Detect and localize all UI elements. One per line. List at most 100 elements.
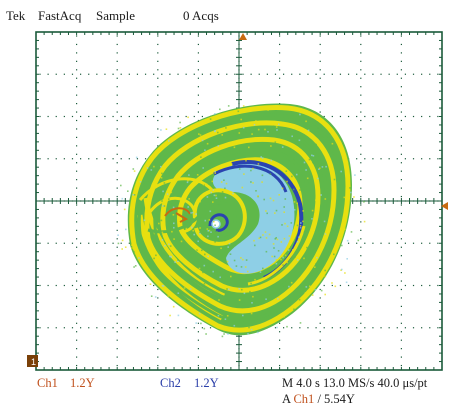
trace-speckle (242, 105, 245, 107)
grid-dot (116, 179, 118, 181)
grid-dot (400, 288, 402, 291)
trace-speckle (286, 180, 288, 183)
grid-dot (360, 212, 362, 215)
grid-dot (319, 322, 321, 324)
trace-speckle (296, 224, 299, 227)
grid-dot (76, 52, 78, 54)
grid-dot (266, 73, 268, 75)
grid-dot (76, 305, 78, 307)
grid-dot (88, 115, 90, 118)
grid-dot (380, 242, 382, 244)
grid-dot (116, 305, 118, 307)
grid-dot (279, 43, 281, 46)
grid-dot (347, 242, 350, 244)
trace-speckle (250, 169, 252, 172)
trace-speckle (172, 214, 175, 216)
grid-dot (80, 158, 82, 160)
grid-dot (55, 158, 57, 160)
brand-label: Tek (6, 8, 26, 23)
grid-dot (360, 356, 362, 358)
trace-speckle (202, 271, 204, 274)
trace-speckle (228, 288, 230, 291)
grid-dot (360, 195, 362, 198)
grid-dot (104, 242, 106, 244)
grid-dot (347, 284, 350, 287)
grid-dot (323, 73, 325, 75)
trace-speckle (288, 235, 291, 237)
trace-speckle (350, 191, 352, 194)
trace-speckle (158, 222, 160, 225)
trace-speckle (305, 169, 307, 171)
grid-dot (153, 115, 155, 118)
trace-speckle (281, 187, 284, 190)
grid-dot (112, 158, 114, 160)
trace-speckle (177, 259, 179, 261)
trace-speckle (153, 165, 155, 168)
trace-speckle (264, 231, 267, 233)
grid-dot (360, 69, 362, 71)
trace-speckle (169, 217, 172, 219)
trace-speckle (183, 223, 185, 226)
trace-speckle (272, 125, 275, 128)
trace-speckle (254, 244, 256, 247)
trace-speckle (306, 177, 309, 180)
trace-speckle (166, 193, 169, 195)
grid-dot (400, 331, 402, 333)
trace-speckle (212, 201, 214, 203)
grid-dot (201, 115, 203, 118)
grid-dot (388, 158, 390, 160)
trace-speckle (226, 260, 229, 263)
trace-speckle (138, 257, 140, 259)
grid-dot (299, 327, 301, 329)
grid-dot (76, 331, 78, 333)
trace-speckle (350, 231, 353, 233)
grid-dot (185, 73, 187, 75)
trace-speckle (161, 284, 164, 287)
grid-dot (116, 187, 118, 189)
trace-speckle (201, 249, 203, 252)
trace-speckle (190, 212, 192, 214)
grid-dot (429, 73, 431, 75)
trace-speckle (207, 230, 210, 232)
ground-marker-label: 1 (31, 357, 36, 367)
grid-dot (364, 242, 366, 244)
grid-dot (193, 73, 195, 75)
grid-dot (360, 162, 362, 164)
grid-dot (319, 339, 321, 341)
grid-dot (339, 73, 342, 75)
ch1-ground-marker[interactable] (27, 355, 38, 367)
trace-speckle (287, 160, 290, 163)
trace-speckle (227, 195, 229, 198)
trace-speckle (295, 173, 298, 176)
grid-dot (319, 111, 321, 113)
trace-speckle (230, 192, 233, 195)
trace-speckle (299, 322, 302, 324)
grid-dot (112, 115, 114, 118)
trace-speckle (226, 288, 228, 290)
grid-dot (47, 242, 49, 244)
trace-speckle (195, 213, 197, 215)
trace-speckle (123, 208, 126, 211)
grid-dot (388, 327, 390, 329)
trace-speckle (213, 194, 216, 197)
trace-speckle (275, 237, 277, 239)
grid-dot (400, 111, 402, 113)
grid-dot (234, 73, 236, 75)
grid-dot (116, 356, 118, 358)
trace-speckle (271, 252, 274, 255)
grid-dot (80, 327, 82, 329)
trace-speckle (237, 248, 239, 250)
trace-speckle (234, 246, 236, 249)
trace-speckle (298, 236, 300, 238)
trace-speckle (217, 145, 220, 147)
grid-dot (76, 221, 78, 223)
trace-speckle (261, 157, 264, 159)
grid-dot (104, 73, 106, 75)
grid-dot (364, 327, 366, 329)
trace-speckle (303, 231, 306, 234)
trace-speckle (206, 228, 209, 230)
grid-dot (360, 179, 362, 181)
trace-speckle (272, 246, 275, 248)
trace-speckle (150, 295, 153, 297)
